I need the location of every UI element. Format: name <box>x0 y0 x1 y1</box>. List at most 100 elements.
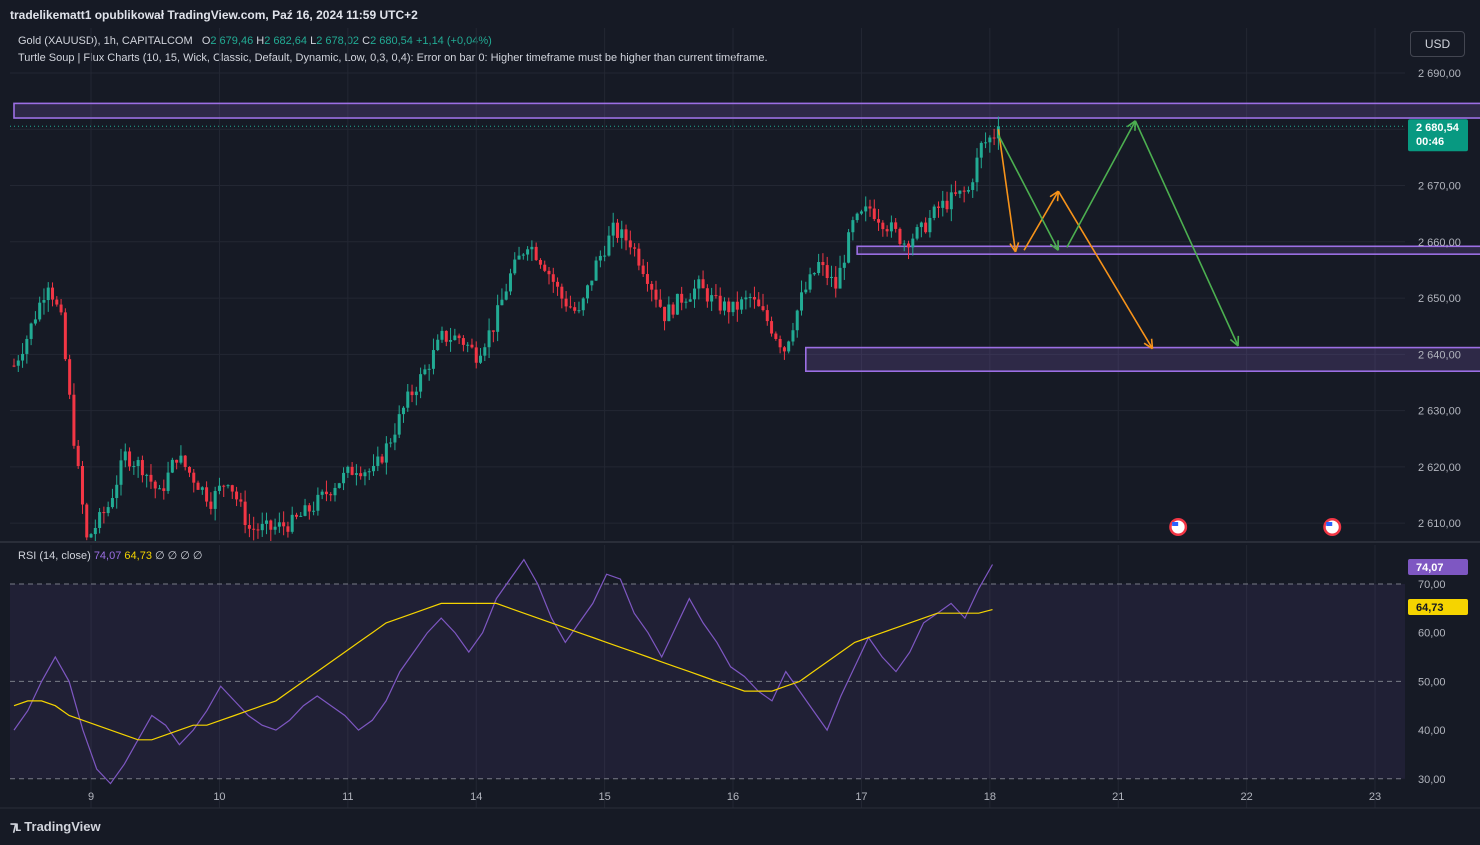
candle-body <box>290 514 294 532</box>
candle-body <box>213 490 217 509</box>
arrow-line <box>1134 120 1239 347</box>
candle-body <box>770 321 774 334</box>
candle-body <box>825 265 829 279</box>
candle-body <box>949 192 953 210</box>
candle-body <box>911 238 915 248</box>
zone-layer <box>13 102 1480 373</box>
candle-body <box>675 293 679 315</box>
candle-body <box>410 391 414 396</box>
candle-body <box>196 482 200 490</box>
candle-body <box>851 220 855 233</box>
candle-body <box>337 483 341 488</box>
candle-body <box>795 310 799 331</box>
rsi-tick-label: 70,00 <box>1418 579 1446 591</box>
time-tick-label: 14 <box>470 791 482 803</box>
candle-body <box>342 472 346 484</box>
candle-body <box>239 499 243 502</box>
candle-body <box>33 319 37 324</box>
candle-body <box>312 510 316 512</box>
candle-body <box>551 274 555 282</box>
us-flag-icon-inner <box>1325 520 1339 534</box>
candle-body <box>915 227 919 239</box>
candle-body <box>996 126 1000 139</box>
candle-body <box>76 445 80 466</box>
symbol-legend: Gold (XAUUSD), 1h, CAPITALCOM O2 679,46 … <box>18 35 492 47</box>
candle-body <box>479 355 483 363</box>
rsi-line <box>13 558 994 785</box>
us-flag-icon <box>1323 518 1342 536</box>
grid-lines <box>10 28 1405 808</box>
candle-body <box>158 488 162 490</box>
candle-body <box>333 487 337 496</box>
candle-body <box>252 528 256 530</box>
candle-body <box>419 374 423 392</box>
candle-body <box>230 485 234 492</box>
candle-body <box>907 243 911 248</box>
time-tick-label: 22 <box>1241 791 1253 803</box>
candle-body <box>256 529 260 531</box>
candle-body <box>688 299 692 302</box>
candle-body <box>945 200 949 210</box>
candle-body <box>573 307 577 311</box>
rsi-tick-label: 40,00 <box>1418 725 1446 737</box>
candle-body <box>898 228 902 244</box>
open-value: 2 679,46 <box>210 35 254 47</box>
rsi-empty-values: ∅ ∅ ∅ ∅ <box>155 550 203 562</box>
high-label: H <box>256 35 265 47</box>
candle-body <box>166 472 170 491</box>
currency-button[interactable]: USD <box>1410 31 1465 57</box>
zone-rect <box>856 245 1480 255</box>
candle-body <box>132 466 136 468</box>
price-tick-label: 2 640,00 <box>1418 349 1461 361</box>
candle-body <box>265 520 269 524</box>
candle-body <box>710 295 714 302</box>
low-value: 2 678,02 <box>316 35 360 47</box>
arrow-line <box>1023 190 1060 251</box>
candle-body <box>170 459 174 473</box>
arrows-layer <box>997 120 1240 350</box>
candle-body <box>461 338 465 345</box>
candle-body <box>16 360 20 366</box>
footer-brand[interactable]: ⁊ʟ TradingView <box>10 818 101 835</box>
candle-body <box>149 474 153 482</box>
candle-body <box>372 465 376 472</box>
candle-body <box>153 481 157 489</box>
candle-body <box>299 515 303 517</box>
candle-body <box>765 310 769 322</box>
candle-body <box>611 222 615 236</box>
candle-body <box>902 243 906 245</box>
indicator-legend: Turtle Soup | Flux Charts (10, 15, Wick,… <box>18 52 768 64</box>
candle-body <box>466 344 470 346</box>
rsi-ma-badge <box>1408 599 1468 615</box>
candle-body <box>277 522 281 527</box>
candle-body <box>971 182 975 190</box>
arrow-head <box>1126 120 1136 128</box>
tradingview-logo-icon: ⁊ʟ <box>10 818 21 834</box>
candle-body <box>864 206 868 212</box>
candle-body <box>988 137 992 143</box>
candle-body <box>504 291 508 300</box>
last-price-badge-label: 2 680,54 <box>1416 122 1460 134</box>
candle-body <box>556 281 560 287</box>
candle-body <box>269 520 273 530</box>
candle-body <box>817 261 821 274</box>
candle-body <box>594 260 598 281</box>
candle-body <box>21 353 25 361</box>
candle-body <box>436 339 440 351</box>
candle-body <box>855 213 859 221</box>
arrow-head <box>1150 338 1154 349</box>
candle-body <box>376 456 380 466</box>
candle-body <box>979 142 983 158</box>
candle-body <box>440 330 444 340</box>
candle-body <box>615 222 619 238</box>
zone-rect <box>13 102 1480 119</box>
time-tick-label: 15 <box>599 791 611 803</box>
candle-body <box>354 473 358 475</box>
candle-body <box>701 279 705 289</box>
candle-body <box>427 368 431 370</box>
candle-body <box>102 512 106 514</box>
arrow-line <box>997 129 1017 253</box>
last-price-badge <box>1408 119 1468 152</box>
candle-body <box>740 299 744 310</box>
